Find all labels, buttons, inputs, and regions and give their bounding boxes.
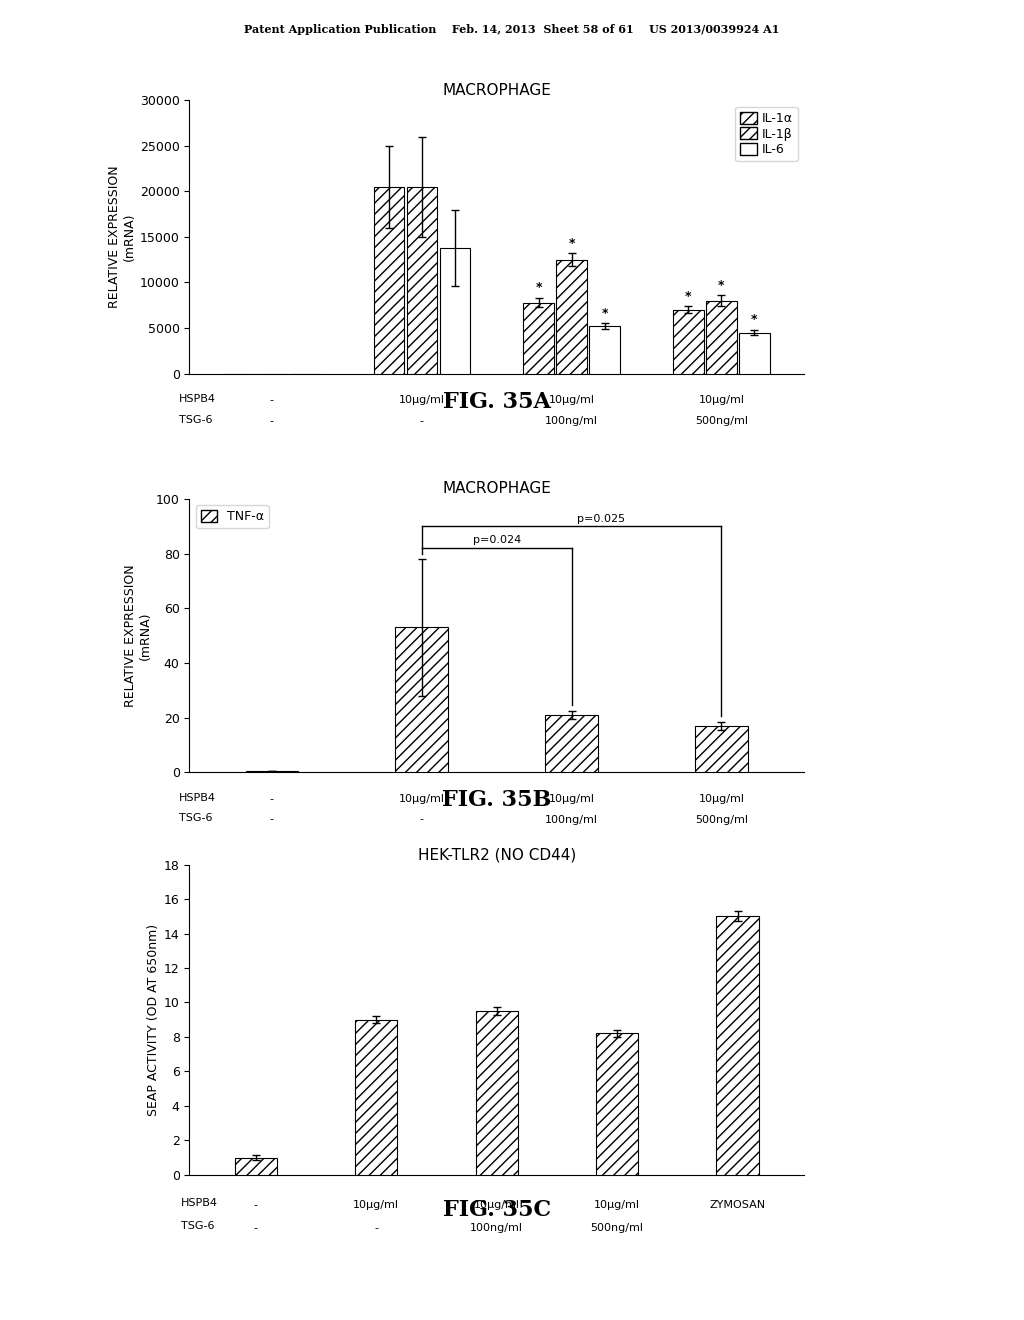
Bar	[590, 326, 620, 374]
Text: *: *	[536, 281, 542, 294]
Text: 100ng/ml: 100ng/ml	[545, 814, 598, 825]
Text: 10μg/ml: 10μg/ml	[549, 396, 595, 405]
Bar	[707, 301, 736, 374]
Bar	[355, 1020, 397, 1175]
Text: *: *	[601, 306, 608, 319]
Text: 10μg/ml: 10μg/ml	[549, 795, 595, 804]
Text: 10μg/ml: 10μg/ml	[353, 1200, 399, 1209]
Y-axis label: RELATIVE EXPRESSION
(mRNA): RELATIVE EXPRESSION (mRNA)	[124, 564, 152, 708]
Text: HSPB4: HSPB4	[179, 793, 216, 803]
Text: *: *	[718, 279, 725, 292]
Text: 500ng/ml: 500ng/ml	[591, 1222, 644, 1233]
Text: -: -	[270, 814, 273, 825]
Text: FIG. 35A: FIG. 35A	[442, 391, 551, 413]
Bar	[717, 916, 759, 1175]
Bar	[674, 310, 703, 374]
Bar	[546, 715, 598, 772]
Title: HEK-TLR2 (NO CD44): HEK-TLR2 (NO CD44)	[418, 847, 575, 862]
Bar	[246, 771, 298, 772]
Text: -: -	[254, 1200, 258, 1209]
Text: Patent Application Publication    Feb. 14, 2013  Sheet 58 of 61    US 2013/00399: Patent Application Publication Feb. 14, …	[245, 24, 779, 34]
Bar	[439, 248, 470, 374]
Bar	[695, 726, 748, 772]
Bar	[374, 187, 403, 374]
Text: HSPB4: HSPB4	[179, 395, 216, 404]
Text: -: -	[420, 814, 424, 825]
Title: MACROPHAGE: MACROPHAGE	[442, 83, 551, 98]
Text: TSG-6: TSG-6	[179, 414, 212, 425]
Bar	[556, 260, 587, 374]
Text: p=0.024: p=0.024	[472, 536, 521, 545]
Text: 500ng/ml: 500ng/ml	[695, 416, 748, 426]
Title: MACROPHAGE: MACROPHAGE	[442, 482, 551, 496]
Text: HSPB4: HSPB4	[181, 1199, 218, 1208]
Text: 10μg/ml: 10μg/ml	[398, 396, 444, 405]
Text: -: -	[254, 1222, 258, 1233]
Text: FIG. 35C: FIG. 35C	[442, 1199, 551, 1221]
Text: p=0.025: p=0.025	[578, 513, 626, 524]
Bar	[596, 1034, 638, 1175]
Bar	[395, 627, 447, 772]
Bar	[407, 187, 437, 374]
Text: TSG-6: TSG-6	[181, 1221, 214, 1232]
Text: -: -	[270, 795, 273, 804]
Text: TSG-6: TSG-6	[179, 813, 212, 824]
Text: 100ng/ml: 100ng/ml	[470, 1222, 523, 1233]
Y-axis label: RELATIVE EXPRESSION
(mRNA): RELATIVE EXPRESSION (mRNA)	[108, 165, 135, 309]
Text: *: *	[752, 313, 758, 326]
Text: 10μg/ml: 10μg/ml	[698, 795, 744, 804]
Text: 10μg/ml: 10μg/ml	[398, 795, 444, 804]
Text: 10μg/ml: 10μg/ml	[474, 1200, 519, 1209]
Bar	[523, 302, 554, 374]
Text: -: -	[374, 1222, 378, 1233]
Text: 100ng/ml: 100ng/ml	[545, 416, 598, 426]
Bar	[739, 333, 770, 374]
Text: -: -	[270, 396, 273, 405]
Legend: IL-1α, IL-1β, IL-6: IL-1α, IL-1β, IL-6	[735, 107, 798, 161]
Text: ZYMOSAN: ZYMOSAN	[710, 1200, 766, 1209]
Y-axis label: SEAP ACTIVITY (OD AT 650nm): SEAP ACTIVITY (OD AT 650nm)	[146, 924, 160, 1115]
Legend: TNF-α: TNF-α	[196, 506, 269, 528]
Text: -: -	[270, 416, 273, 426]
Text: -: -	[420, 416, 424, 426]
Text: *: *	[568, 236, 574, 249]
Text: FIG. 35B: FIG. 35B	[442, 789, 551, 812]
Text: 10μg/ml: 10μg/ml	[594, 1200, 640, 1209]
Bar	[475, 1011, 518, 1175]
Text: 500ng/ml: 500ng/ml	[695, 814, 748, 825]
Bar	[234, 1158, 276, 1175]
Text: *: *	[685, 289, 691, 302]
Text: 10μg/ml: 10μg/ml	[698, 396, 744, 405]
